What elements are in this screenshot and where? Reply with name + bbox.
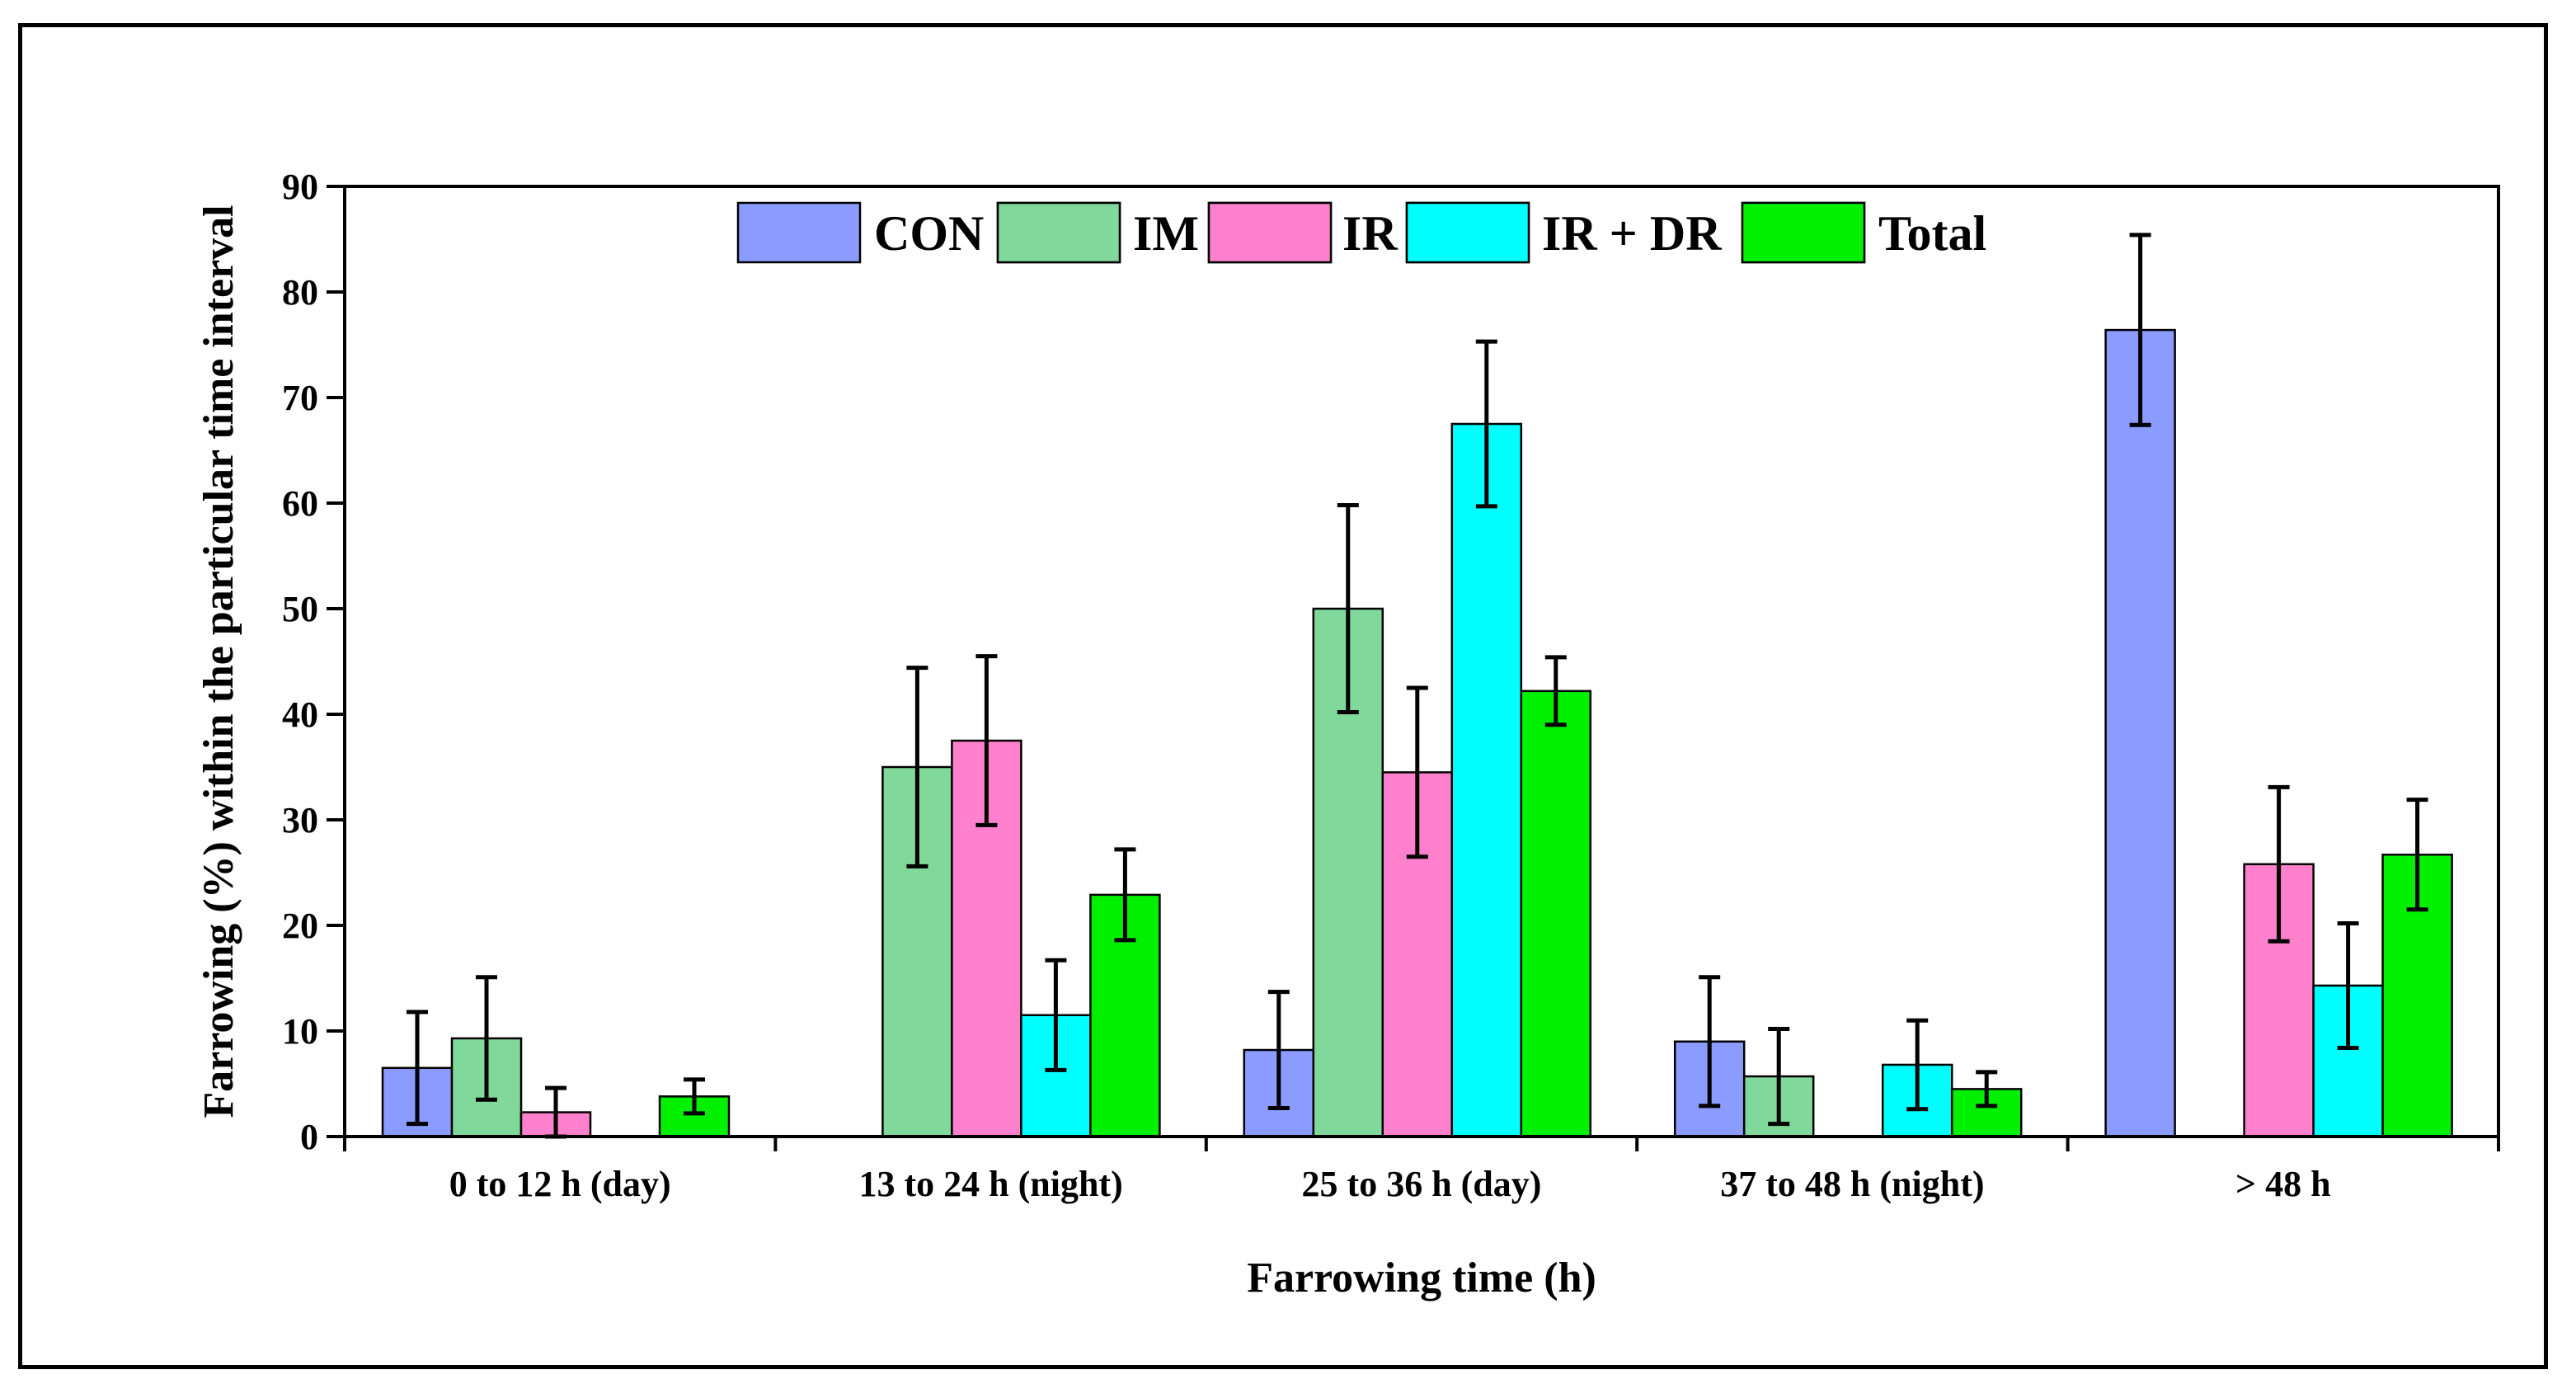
legend-item-con: CON <box>736 201 984 264</box>
legend-swatch-overlay-3 <box>1405 201 1530 264</box>
x-axis-title: Farrowing time (h) <box>1247 1254 1596 1302</box>
y-tick-label-0: 0 <box>300 1117 318 1157</box>
y-tick-label-80: 80 <box>282 272 318 313</box>
x-tick-label-2: 25 to 36 h (day) <box>1302 1164 1542 1204</box>
error-bar-im-0 <box>476 975 497 1102</box>
plot-area <box>343 185 2500 1138</box>
legend-label: IM <box>1133 206 1199 261</box>
x-tick-label-4: > 48 h <box>2235 1164 2331 1204</box>
legend-swatch-overlay-1 <box>996 201 1121 264</box>
error-bar-ir-dr-2 <box>1475 339 1497 509</box>
y-axis: 0 10 20 30 40 50 60 70 80 90 <box>282 167 345 1157</box>
legend-label: Total <box>1878 206 1986 261</box>
y-axis-title: Farrowing (%) within the particular time… <box>195 205 242 1118</box>
error-bar-ir-dr-3 <box>1906 1018 1929 1112</box>
y-tick-label-60: 60 <box>282 483 318 524</box>
x-axis: 0 to 12 h (day) 13 to 24 h (night) 25 to 3… <box>343 1137 2500 1204</box>
error-bar-con-3 <box>1699 975 1721 1109</box>
legend: CON IM IR IR + DR Total <box>736 201 1986 264</box>
x-tick-label-3: 37 to 48 h (night) <box>1720 1164 1984 1204</box>
legend-label: CON <box>874 206 984 261</box>
y-tick-label-40: 40 <box>282 694 318 735</box>
error-bar-total-1 <box>1114 847 1136 943</box>
error-bar-con-2 <box>1267 990 1290 1110</box>
legend-label: IR + DR <box>1542 206 1722 261</box>
error-bar-im-3 <box>1768 1026 1790 1127</box>
bar-ir-dr-2 <box>1450 422 1523 1138</box>
error-bar-ir-4 <box>2268 784 2290 944</box>
x-tick-label-0: 0 to 12 h (day) <box>449 1164 671 1204</box>
error-bar-con-0 <box>407 1010 428 1127</box>
error-bar-ir-1 <box>975 654 998 827</box>
legend-label: IR <box>1342 206 1398 261</box>
error-bar-total-2 <box>1544 655 1567 727</box>
y-tick-label-10: 10 <box>282 1011 318 1052</box>
error-bar-ir-2 <box>1406 685 1428 859</box>
y-tick-label-20: 20 <box>282 906 318 946</box>
error-bar-total-4 <box>2406 798 2428 912</box>
bars-layer <box>381 328 2453 1138</box>
error-bar-con-4 <box>2129 233 2151 427</box>
error-bar-total-0 <box>684 1077 705 1116</box>
error-bar-total-3 <box>1976 1070 1998 1109</box>
legend-swatch-overlay-4 <box>1741 201 1866 264</box>
legend-swatch-overlay-2 <box>1207 201 1333 264</box>
error-bar-im-1 <box>906 666 928 868</box>
error-bar-im-2 <box>1337 503 1359 714</box>
y-tick-label-50: 50 <box>282 589 318 629</box>
error-bar-ir-dr-4 <box>2337 920 2359 1050</box>
bar-total-2 <box>1520 690 1592 1138</box>
bar-con-4 <box>2104 328 2176 1138</box>
x-tick-label-1: 13 to 24 h (night) <box>858 1164 1122 1204</box>
figure-frame <box>18 23 2548 1369</box>
error-bar-ir-dr-1 <box>1045 958 1067 1072</box>
legend-swatch <box>736 201 862 264</box>
y-tick-label-90: 90 <box>282 167 318 207</box>
y-tick-label-70: 70 <box>282 378 318 418</box>
y-tick-label-30: 30 <box>282 800 318 840</box>
